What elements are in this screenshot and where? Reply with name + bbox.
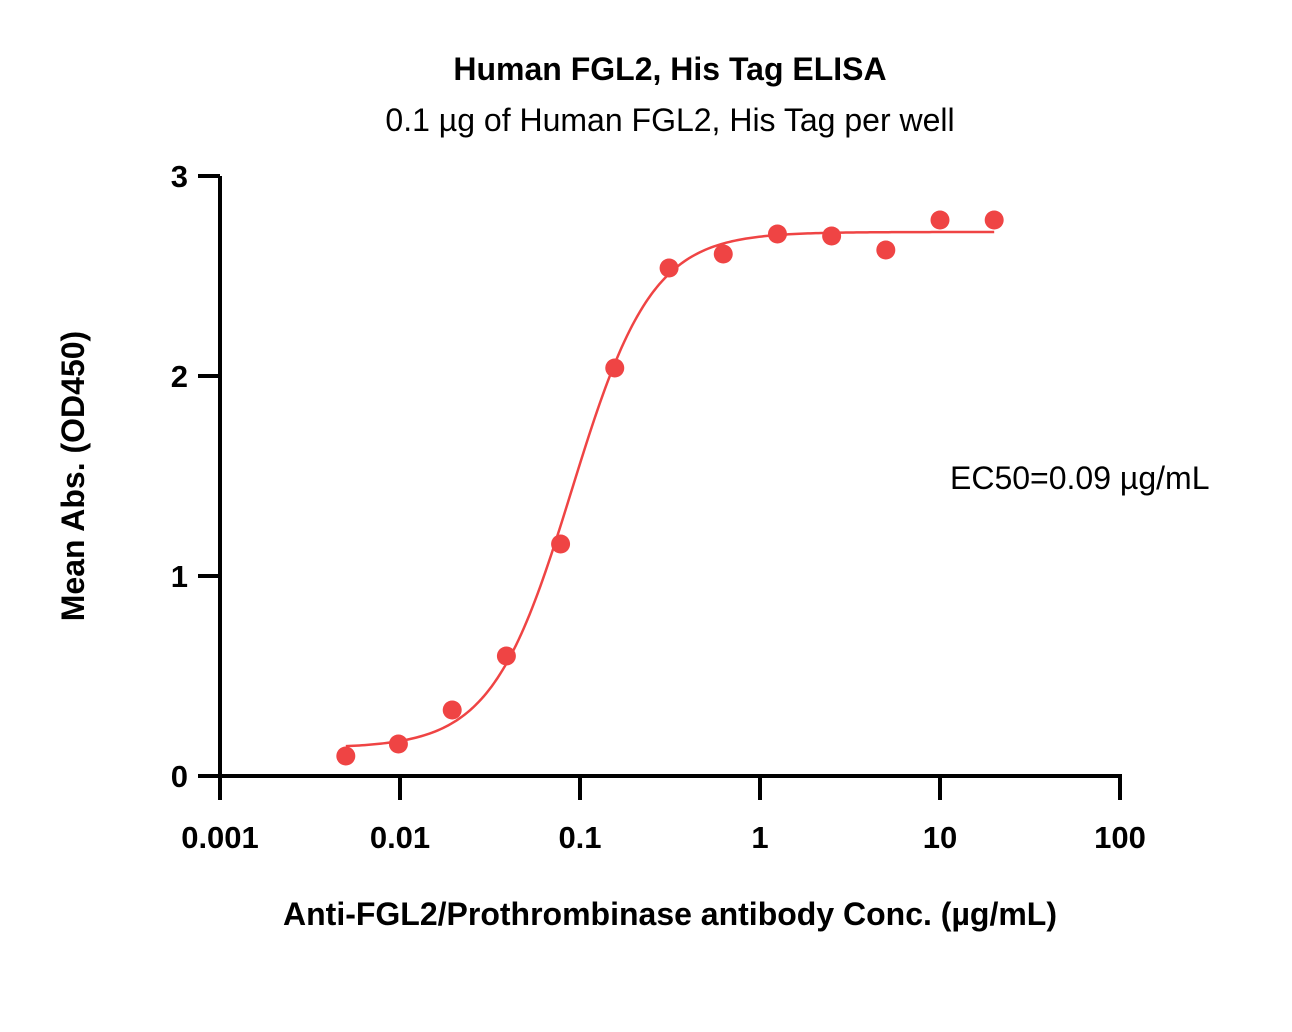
data-point: [984, 210, 1004, 230]
data-point: [496, 646, 516, 666]
data-point: [336, 746, 356, 766]
data-point: [659, 258, 679, 278]
x-axis-label: Anti-FGL2/Prothrombinase antibody Conc. …: [283, 896, 1057, 932]
data-point: [551, 534, 571, 554]
x-tick-label: 100: [1094, 820, 1146, 855]
data-point: [713, 244, 733, 264]
fit-curve: [345, 230, 995, 748]
chart-title: Human FGL2, His Tag ELISA: [453, 51, 886, 87]
data-point: [388, 734, 408, 754]
data-points: [336, 210, 1004, 766]
x-tick-label: 0.1: [558, 820, 601, 855]
data-point: [930, 210, 950, 230]
y-tick-label: 3: [171, 159, 188, 194]
data-point: [876, 240, 896, 260]
y-ticks: 0 1 2 3: [171, 159, 220, 794]
y-axis-label: Mean Abs. (OD450): [55, 331, 91, 621]
x-tick-label: 0.001: [181, 820, 259, 855]
x-tick-label: 10: [923, 820, 957, 855]
ec50-annotation: EC50=0.09 µg/mL: [950, 460, 1209, 496]
data-point: [605, 358, 625, 378]
y-tick-label: 1: [171, 559, 188, 594]
y-tick-label: 0: [171, 759, 188, 794]
data-point: [442, 700, 462, 720]
data-point: [822, 226, 842, 246]
data-point: [767, 224, 787, 244]
x-tick-label: 1: [751, 820, 768, 855]
y-tick-label: 2: [171, 359, 188, 394]
chart-subtitle: 0.1 µg of Human FGL2, His Tag per well: [385, 102, 954, 138]
x-tick-label: 0.01: [370, 820, 430, 855]
x-ticks: 0.001 0.01 0.1 1 10 100: [181, 776, 1146, 855]
axes: [218, 176, 1122, 778]
